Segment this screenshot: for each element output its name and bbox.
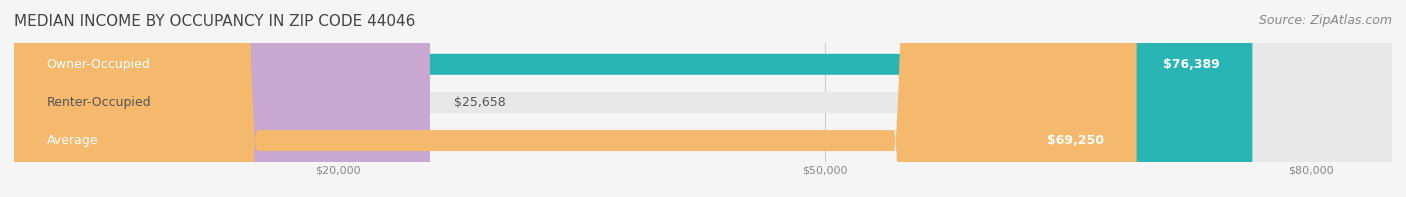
FancyBboxPatch shape bbox=[14, 0, 1136, 197]
FancyBboxPatch shape bbox=[14, 0, 1392, 197]
Text: Source: ZipAtlas.com: Source: ZipAtlas.com bbox=[1258, 14, 1392, 27]
Text: Owner-Occupied: Owner-Occupied bbox=[46, 58, 150, 71]
Text: Average: Average bbox=[46, 134, 98, 147]
Text: MEDIAN INCOME BY OCCUPANCY IN ZIP CODE 44046: MEDIAN INCOME BY OCCUPANCY IN ZIP CODE 4… bbox=[14, 14, 415, 29]
Text: $76,389: $76,389 bbox=[1163, 58, 1220, 71]
Text: $25,658: $25,658 bbox=[454, 96, 506, 109]
FancyBboxPatch shape bbox=[14, 0, 1253, 197]
FancyBboxPatch shape bbox=[14, 0, 1392, 197]
FancyBboxPatch shape bbox=[14, 0, 430, 197]
Text: $69,250: $69,250 bbox=[1047, 134, 1104, 147]
Text: Renter-Occupied: Renter-Occupied bbox=[46, 96, 150, 109]
FancyBboxPatch shape bbox=[14, 0, 1392, 197]
